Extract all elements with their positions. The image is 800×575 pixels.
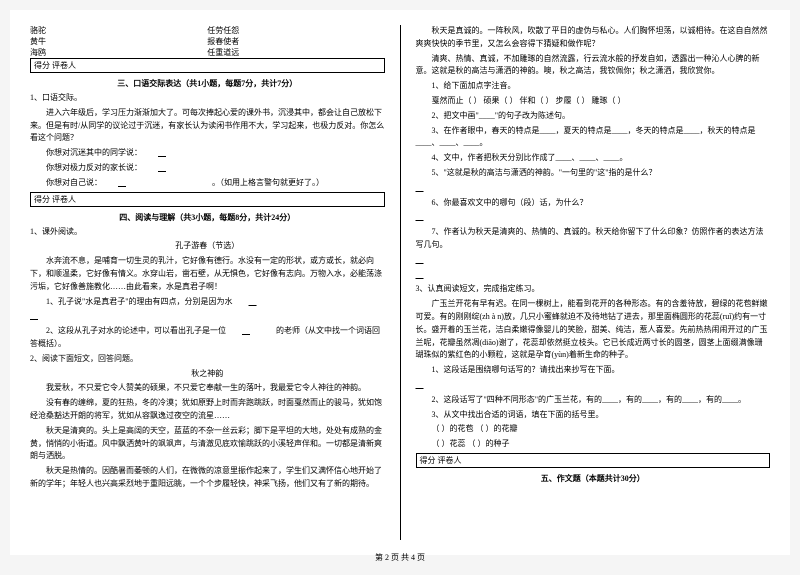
blank — [142, 162, 322, 175]
passage-1: 水奔流不息，是哺育一切生灵的乳汁，它好像有德行。水没有一定的形状，或方或长，就必… — [30, 255, 385, 293]
word-row-2: 黄牛 报春使者 — [30, 36, 385, 47]
pq2: 2、这段话写了"四种不同形态"的广玉兰花，有的____，有的____，有的___… — [416, 394, 771, 407]
p5: 秋天是热情的。因酷暑而萎顿的人们，在微微的凉意里振作起来了，学生们又满怀信心地开… — [30, 465, 385, 491]
tail: 。（如用上格言警句就更好了。） — [212, 178, 324, 187]
p3: 没有春的缠绵，夏的狂热，冬的冷漠；犹如原野上时而奔跑跳跃，时面戛然而止的骏马，犹… — [30, 397, 385, 423]
q1-para: 进入六年级后，学习压力渐渐加大了。可每次捧起心爱的课外书，沉浸其中，都会让自己放… — [30, 107, 385, 145]
q4: 3、认真阅读短文，完成指定练习。 — [416, 283, 771, 296]
rq1l1: 戛然而止（ ） 硕果（ ） 伴和（ ） 步履（ ） 雕琢（ ） — [416, 95, 771, 108]
pq3l1: （ ）的花苞 （ ）的花瓣 — [416, 423, 771, 436]
blank — [233, 296, 313, 309]
word-row-1: 骆驼 任劳任怨 — [30, 25, 385, 36]
q1-line1: 你想对沉迷其中的同学说： — [30, 147, 385, 160]
score-box: 得分 评卷人 — [30, 58, 385, 73]
label: 你想对极力反对的家长说： — [46, 163, 142, 172]
word: 任劳任怨 — [207, 25, 384, 36]
pq3l2: （ ）花蕊 （ ）的种子 — [416, 438, 771, 451]
subq2: 2、这段从孔子对水的论述中，可以看出孔子是一位 的老师（从文中找一个词语回答概括… — [30, 325, 385, 351]
blank — [416, 211, 771, 224]
rq4: 4、文中，作者把秋天分别比作成了____、____、____。 — [416, 152, 771, 165]
word: 报春使者 — [207, 36, 384, 47]
rq1: 1、给下面加点字注音。 — [416, 80, 771, 93]
section-4-title: 四、阅读与理解（共3小题，每题8分，共计24分） — [30, 212, 385, 223]
word: 海鸥 — [30, 47, 207, 58]
reading-title-1: 孔子游春（节选） — [30, 240, 385, 253]
blank — [416, 379, 771, 392]
blank-line — [416, 254, 771, 267]
q3: 2、阅读下面短文，回答问题。 — [30, 353, 385, 366]
score-box: 得分 评卷人 — [30, 192, 385, 207]
column-divider — [400, 25, 401, 540]
subq1: 1、孔子说"水是真君子"的理由有四点，分别是因为水 — [30, 296, 385, 309]
blank-line — [416, 182, 771, 195]
left-column: 骆驼 任劳任怨 黄牛 报春使者 海鸥 任重道远 得分 评卷人 三、口语交际表达（… — [30, 25, 385, 540]
p2: 我爱秋，不只爱它令人赞美的硕果，不只爱它奉献一生的落叶，我最爱它令人神往的神韵。 — [30, 382, 385, 395]
label: 1、孔子说"水是真君子"的理由有四点，分别是因为水 — [46, 297, 233, 306]
pq1: 1、这段话是围绕哪句话写的？请找出来抄写在下面。 — [416, 364, 771, 377]
label: 你想对沉迷其中的同学说： — [46, 148, 142, 157]
blank — [30, 310, 385, 323]
blank — [142, 147, 322, 160]
blank-line — [416, 211, 771, 224]
blank-line — [416, 269, 771, 282]
blank-line — [30, 310, 385, 323]
blank — [226, 325, 276, 338]
blank — [416, 254, 771, 267]
p6: 秋天是真诚的。一阵秋风，吹散了平日的虚伪与私心。人们胸怀坦荡，以诚相待。在这自自… — [416, 25, 771, 51]
p8: 广玉兰开花有早有迟。在同一棵树上，能看到花开的各种形态。有的含羞待放，碧绿的花苞… — [416, 298, 771, 362]
rq7: 7、作者认为秋天是清爽的、热情的、真诚的。秋天给你留下了什么印象？仿照作者的表达… — [416, 226, 771, 252]
score-box: 得分 评卷人 — [416, 453, 771, 468]
label: 2、这段从孔子对水的论述中，可以看出孔子是一位 — [46, 326, 226, 335]
page-container: 骆驼 任劳任怨 黄牛 报春使者 海鸥 任重道远 得分 评卷人 三、口语交际表达（… — [10, 10, 790, 555]
q2: 1、课外阅读。 — [30, 226, 385, 239]
question-1: 1、口语交际。 — [30, 92, 385, 105]
word-row-3: 海鸥 任重道远 — [30, 47, 385, 58]
blank — [416, 269, 771, 282]
rq6: 6、你最喜欢文中的哪句（段）话，为什么？ — [416, 197, 771, 210]
p7: 清爽、热情、真诚，不加雕琢的自然流露，行云流水般的抒发自如，透露出一种沁人心脾的… — [416, 53, 771, 79]
rq5: 5、"这就是秋的高洁与潇洒的神韵。"一句里的"这"指的是什么？ — [416, 167, 771, 180]
blank-line — [416, 379, 771, 392]
word: 骆驼 — [30, 25, 207, 36]
section-3-title: 三、口语交际表达（共1小题，每题7分，共计7分） — [30, 78, 385, 89]
p4: 秋天是清爽的。头上是高阔的天空，蓝蓝的不杂一丝云彩；脚下是平坦的大地，处处有成熟… — [30, 425, 385, 463]
word: 黄牛 — [30, 36, 207, 47]
right-column: 秋天是真诚的。一阵秋风，吹散了平日的虚伪与私心。人们胸怀坦荡，以诚相待。在这自自… — [416, 25, 771, 540]
pq3: 3、从文中找出合适的词语，填在下面的括号里。 — [416, 409, 771, 422]
blank — [416, 182, 771, 195]
section-5-title: 五、作文题（本题共计30分） — [416, 473, 771, 484]
rq2: 2、把文中画"____"的句子改为陈述句。 — [416, 110, 771, 123]
page-footer: 第 2 页 共 4 页 — [0, 552, 800, 563]
q1-line3: 你想对自己说： 。（如用上格言警句就更好了。） — [30, 177, 385, 190]
label: 你想对自己说： — [46, 178, 102, 187]
word: 任重道远 — [207, 47, 384, 58]
q1-line2: 你想对极力反对的家长说： — [30, 162, 385, 175]
reading-title-2: 秋之神韵 — [30, 368, 385, 381]
rq3: 3、在作者眼中，春天的特点是____，夏天的特点是____，冬天的特点是____… — [416, 125, 771, 151]
blank — [102, 177, 212, 190]
